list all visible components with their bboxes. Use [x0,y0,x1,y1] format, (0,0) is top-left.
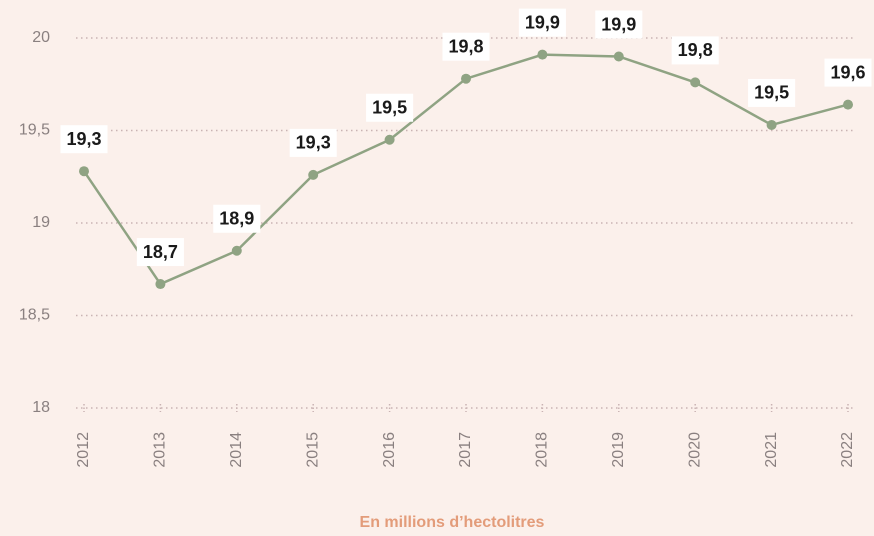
point [384,134,395,145]
point [766,119,777,130]
data-label: 19,8 [442,32,490,61]
data-label-bg [136,238,184,267]
line [82,53,849,286]
point [537,49,548,60]
y-tick-label: 18,5 [19,307,50,324]
point [690,77,701,88]
point [461,73,471,84]
data-label-bg [518,8,566,37]
data-label-bg [442,32,490,61]
data-label: 19,5 [748,78,796,107]
x-tick-label: 2014 [228,432,245,468]
y-tick-label: 19,5 [19,122,50,139]
data-label-text: 19,9 [525,12,560,32]
x-tick-label: 2017 [457,432,474,468]
data-label-text: 19,5 [754,83,789,103]
point [843,99,853,110]
x-tick-label: 2019 [610,432,627,468]
data-label: 19,3 [289,128,337,157]
y-tick-label: 20 [32,29,50,46]
data-label-text: 18,9 [219,209,254,229]
x-axis-label: En millions d’hectolitres [360,514,545,531]
x-tick-label: 2016 [381,432,398,468]
data-label-text: 19,8 [448,36,483,56]
x-tick-label: 2012 [75,432,92,468]
point [155,279,166,290]
data-label: 19,5 [366,93,414,122]
data-label-bg [213,204,261,233]
data-label-text: 19,5 [372,98,407,118]
x-tick-label: 2021 [763,432,780,468]
point [308,169,319,180]
data-label: 18,9 [213,204,261,233]
data-label-bg [60,125,108,154]
data-label-text: 19,9 [601,14,636,34]
data-label-bg [671,36,719,65]
point [613,51,624,62]
x-tick-label: 2020 [686,432,703,468]
data-label-bg [748,78,796,107]
x-tick-label: 2013 [152,432,169,468]
data-label-text: 19,3 [66,129,101,149]
data-label: 19,6 [824,58,872,87]
data-label-bg [824,58,872,87]
y-tick-label: 18 [32,399,50,416]
data-label: 19,9 [518,8,566,37]
point [79,166,89,177]
data-label-text: 19,6 [830,62,865,82]
data-label-bg [595,10,643,39]
point [231,245,242,256]
data-label-bg [366,93,414,122]
x-tick-label: 2022 [839,432,856,468]
data-label: 19,3 [60,125,108,154]
data-label: 18,7 [136,238,184,267]
data-label-bg [289,128,337,157]
data-label-text: 18,7 [143,242,178,262]
x-tick-label: 2018 [534,432,551,468]
y-tick-label: 19 [32,214,50,231]
data-label: 19,9 [595,10,643,39]
data-label-text: 19,8 [678,40,713,60]
x-tick-label: 2015 [304,432,321,468]
data-label: 19,8 [671,36,719,65]
data-label-text: 19,3 [296,133,331,153]
